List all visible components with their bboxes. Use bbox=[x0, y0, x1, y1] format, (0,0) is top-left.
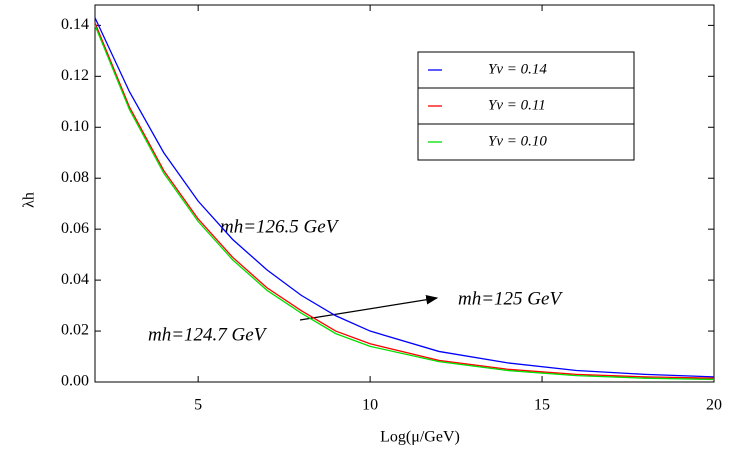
legend-label: Yν = 0.10 bbox=[488, 133, 547, 149]
annotation: mh=125 GeV bbox=[458, 288, 563, 309]
x-tick-label: 15 bbox=[534, 397, 550, 414]
series-line bbox=[94, 17, 715, 378]
x-tick-label: 20 bbox=[706, 397, 722, 414]
y-tick-label: 0.14 bbox=[61, 16, 89, 33]
annotation: mh=126.5 GeV bbox=[220, 216, 340, 237]
plot-frame bbox=[94, 4, 715, 383]
series-line bbox=[94, 25, 715, 381]
y-tick-label: 0.12 bbox=[61, 67, 89, 84]
x-tick-label: 10 bbox=[362, 397, 378, 414]
arrow bbox=[299, 294, 439, 321]
legend bbox=[417, 51, 635, 161]
y-tick-label: 0.10 bbox=[61, 118, 89, 135]
x-tick-label: 5 bbox=[194, 397, 202, 414]
y-tick-label: 0.02 bbox=[61, 322, 89, 339]
x-axis-label: Log(μ/GeV) bbox=[380, 429, 460, 446]
y-tick-label: 0.08 bbox=[61, 169, 89, 186]
y-axis-label: λh bbox=[21, 192, 38, 208]
y-tick-label: 0.00 bbox=[61, 373, 89, 390]
y-tick-label: 0.06 bbox=[61, 220, 89, 237]
series-line bbox=[94, 22, 715, 379]
annotation: mh=124.7 GeV bbox=[148, 324, 268, 345]
legend-label: Yν = 0.11 bbox=[488, 97, 546, 113]
legend-label: Yν = 0.14 bbox=[488, 61, 547, 77]
y-tick-label: 0.04 bbox=[61, 271, 89, 288]
